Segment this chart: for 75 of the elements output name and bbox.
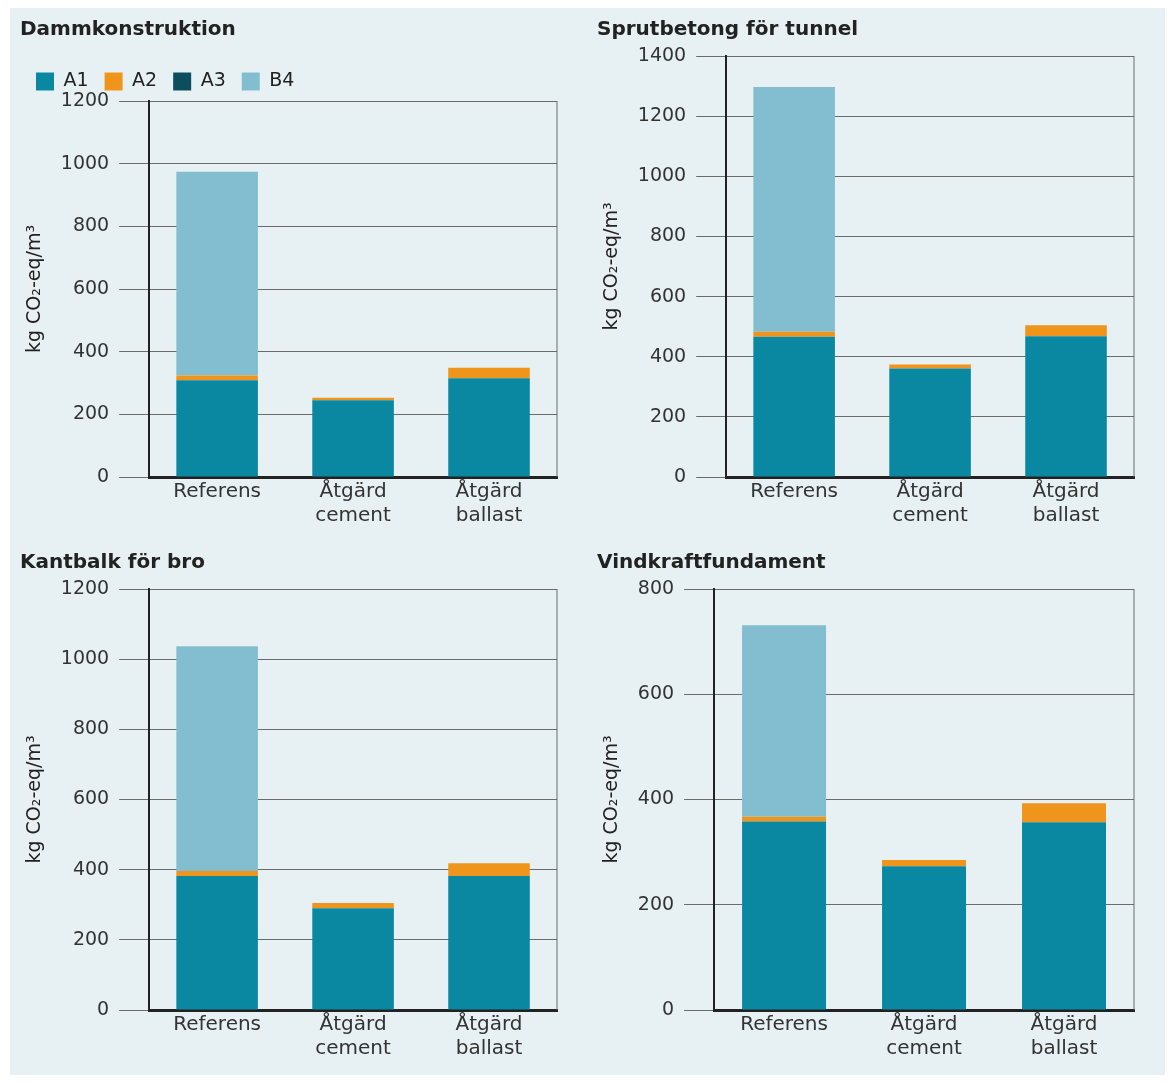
bar (448, 378, 530, 477)
legend-label: A2 (132, 68, 158, 91)
y-tick-label: 200 (637, 891, 675, 914)
bar (176, 646, 258, 872)
y-tick-label: 600 (649, 283, 687, 306)
y-tick-label: 0 (97, 463, 110, 486)
y-axis-title: kg CO₂-eq/m³ (22, 224, 45, 354)
bar (312, 903, 394, 909)
bar (742, 821, 827, 1010)
y-tick-label: 600 (72, 786, 110, 809)
x-tick-label: Referens (173, 478, 262, 503)
bar (1025, 336, 1107, 477)
y-tick-label: 800 (72, 716, 110, 739)
bar (448, 863, 530, 876)
x-tick-label: Åtgärd ballast (455, 478, 523, 527)
chart-title: Sprutbetong för tunnel (597, 16, 859, 41)
bar (448, 875, 530, 1010)
bar (176, 375, 258, 381)
y-axis-title: kg CO₂-eq/m³ (599, 202, 622, 331)
y-tick-label: 400 (637, 786, 675, 809)
bar (448, 367, 530, 379)
x-tick-label: Referens (173, 1011, 262, 1036)
x-tick-label: Åtgärd cement (892, 478, 969, 527)
y-axis-title: kg CO₂-eq/m³ (599, 735, 622, 864)
bar (742, 625, 827, 817)
y-tick-label: 800 (72, 213, 110, 236)
y-tick-label: 800 (649, 223, 687, 246)
y-tick-label: 200 (72, 401, 110, 424)
y-tick-label: 400 (72, 856, 110, 879)
bar (1022, 803, 1106, 823)
bar (312, 400, 394, 477)
y-tick-label: 0 (674, 463, 687, 486)
y-tick-label: 200 (649, 403, 687, 426)
x-tick-label: Referens (750, 478, 839, 503)
bar (176, 871, 258, 876)
y-tick-label: 200 (72, 926, 110, 949)
bar (176, 875, 258, 1010)
bar (882, 860, 967, 867)
y-tick-label: 800 (637, 575, 675, 598)
x-tick-label: Åtgärd ballast (455, 1011, 523, 1060)
bar (1022, 822, 1106, 1010)
x-tick-label: Åtgärd ballast (1030, 1011, 1098, 1060)
y-tick-label: 400 (72, 338, 110, 361)
y-tick-label: 1400 (637, 42, 687, 65)
bar (753, 86, 835, 332)
chart-title: Vindkraftfundament (597, 549, 827, 574)
y-tick-label: 600 (637, 681, 675, 704)
y-tick-label: 1200 (637, 103, 687, 126)
x-tick-label: Åtgärd cement (315, 1011, 392, 1060)
y-tick-label: 0 (97, 996, 110, 1019)
y-tick-label: 1000 (637, 163, 687, 186)
x-tick-label: Referens (740, 1011, 828, 1036)
legend-label: B4 (269, 68, 295, 91)
bar (1025, 325, 1107, 337)
x-tick-label: Åtgärd cement (315, 478, 392, 527)
bar (889, 368, 971, 477)
chart-title: Dammkonstruktion (20, 16, 236, 41)
bar (882, 866, 967, 1010)
y-tick-label: 600 (72, 275, 110, 298)
bar (176, 171, 258, 376)
y-axis-title: kg CO₂-eq/m³ (22, 735, 45, 864)
y-tick-label: 400 (649, 343, 687, 366)
chart-title: Kantbalk för bro (20, 549, 205, 574)
bar (312, 908, 394, 1010)
y-tick-label: 1000 (60, 646, 110, 669)
x-tick-label: Åtgärd ballast (1032, 478, 1100, 527)
bar (753, 331, 835, 337)
bar (176, 380, 258, 477)
legend-label: A3 (200, 68, 226, 91)
x-tick-label: Åtgärd cement (886, 1011, 962, 1060)
bar (753, 336, 835, 477)
bar (742, 816, 827, 822)
y-tick-label: 1000 (60, 150, 110, 173)
y-tick-label: 1200 (60, 575, 110, 598)
y-tick-label: 0 (661, 996, 675, 1019)
